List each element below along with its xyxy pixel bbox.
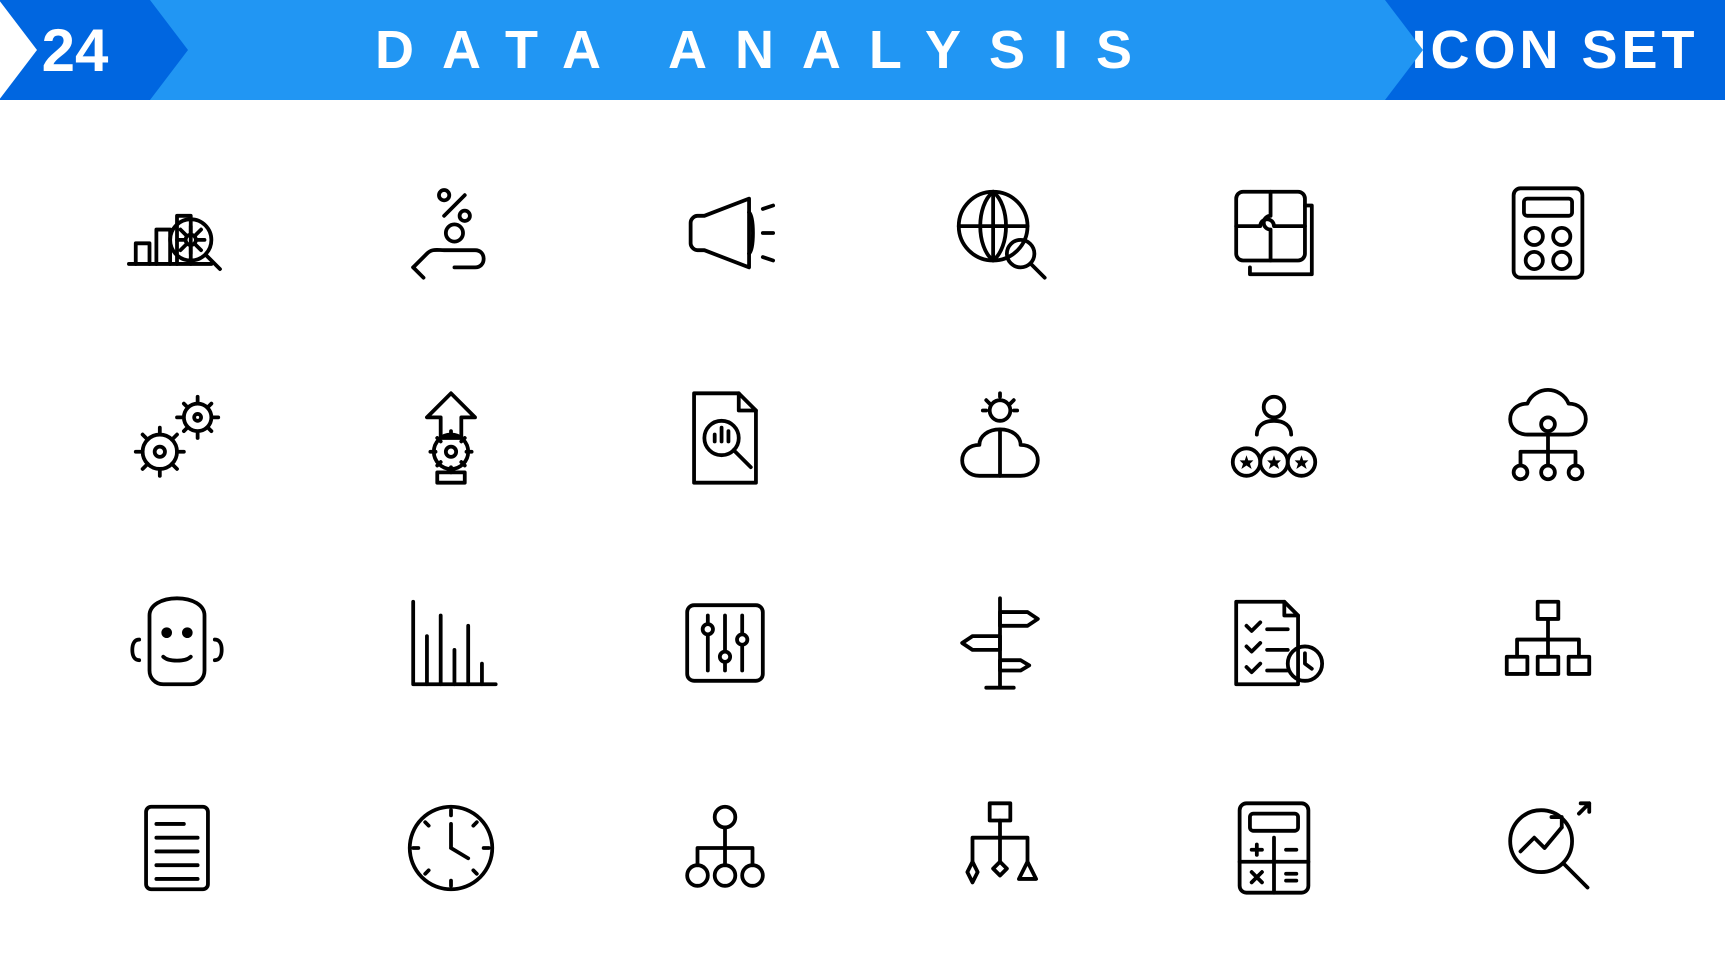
header-banner: 24 DATA ANALYSIS ICON SET: [0, 0, 1725, 100]
user-rating-icon: [1137, 335, 1411, 540]
percent-hand-icon: [314, 130, 588, 335]
checklist-time-icon: [1137, 540, 1411, 745]
banner-subtitle: ICON SET: [1385, 0, 1725, 100]
cloud-network-icon: [1411, 335, 1685, 540]
equalizer-icon: [588, 540, 862, 745]
hierarchy-circles-icon: [588, 745, 862, 950]
icon-grid: [0, 100, 1725, 980]
brain-idea-icon: [862, 335, 1136, 540]
clock-icon: [314, 745, 588, 950]
banner-title: DATA ANALYSIS: [150, 0, 1385, 100]
chart-search-gear-icon: [40, 130, 314, 335]
bar-chart-icon: [314, 540, 588, 745]
puzzle-icon: [1137, 130, 1411, 335]
flowchart-shapes-icon: [862, 745, 1136, 950]
gears-icon: [40, 335, 314, 540]
robot-icon: [40, 540, 314, 745]
signpost-icon: [862, 540, 1136, 745]
calculator-full-icon: [1137, 745, 1411, 950]
calculator-simple-icon: [1411, 130, 1685, 335]
gear-arrow-up-icon: [314, 335, 588, 540]
icon-count: 24: [0, 0, 150, 100]
document-chart-search-icon: [588, 335, 862, 540]
trend-search-icon: [1411, 745, 1685, 950]
hierarchy-boxes-icon: [1411, 540, 1685, 745]
document-lines-icon: [40, 745, 314, 950]
megaphone-icon: [588, 130, 862, 335]
globe-search-icon: [862, 130, 1136, 335]
